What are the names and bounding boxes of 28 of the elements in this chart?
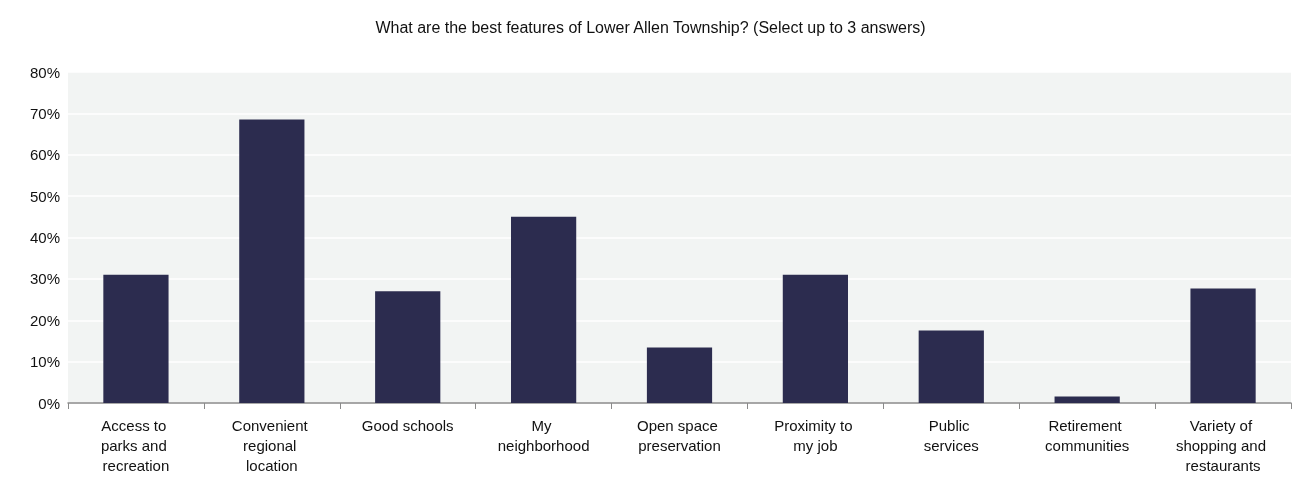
bar xyxy=(375,291,441,403)
y-tick-label: 20% xyxy=(29,311,60,329)
y-tick-label: 10% xyxy=(29,353,60,371)
bar xyxy=(1190,288,1256,403)
bar xyxy=(646,347,713,403)
y-tick-label: 80% xyxy=(29,63,60,81)
y-tick-label: 0% xyxy=(38,394,60,412)
x-tick-label: Open space preservation xyxy=(636,416,723,454)
x-tick-label: Good schools xyxy=(361,416,454,434)
bar xyxy=(782,274,848,403)
bar xyxy=(1054,396,1120,403)
x-tick-label: Convenient regional location xyxy=(231,416,312,474)
bar xyxy=(511,216,577,403)
y-tick-label: 50% xyxy=(29,187,60,205)
y-tick-label: 30% xyxy=(29,270,60,288)
chart-title: What are the best features of Lower Allen Township? (Select up to 3 answers) xyxy=(375,18,926,36)
bar xyxy=(239,119,305,403)
x-tick-label: Proximity to my job xyxy=(774,416,857,454)
y-tick-label: 70% xyxy=(29,104,60,122)
x-tick-label: My neighborhood xyxy=(497,416,590,454)
y-tick-label: 40% xyxy=(29,229,60,246)
y-tick-label: 60% xyxy=(29,146,60,164)
x-tick-label: Public services xyxy=(923,416,979,454)
bar xyxy=(103,274,169,403)
x-tick-label: Variety of shopping and restaurants xyxy=(1175,416,1271,474)
bar xyxy=(918,330,984,403)
x-tick-label: Retirement communities xyxy=(1045,416,1130,454)
x-tick-label: Access to parks and recreation xyxy=(100,416,171,474)
